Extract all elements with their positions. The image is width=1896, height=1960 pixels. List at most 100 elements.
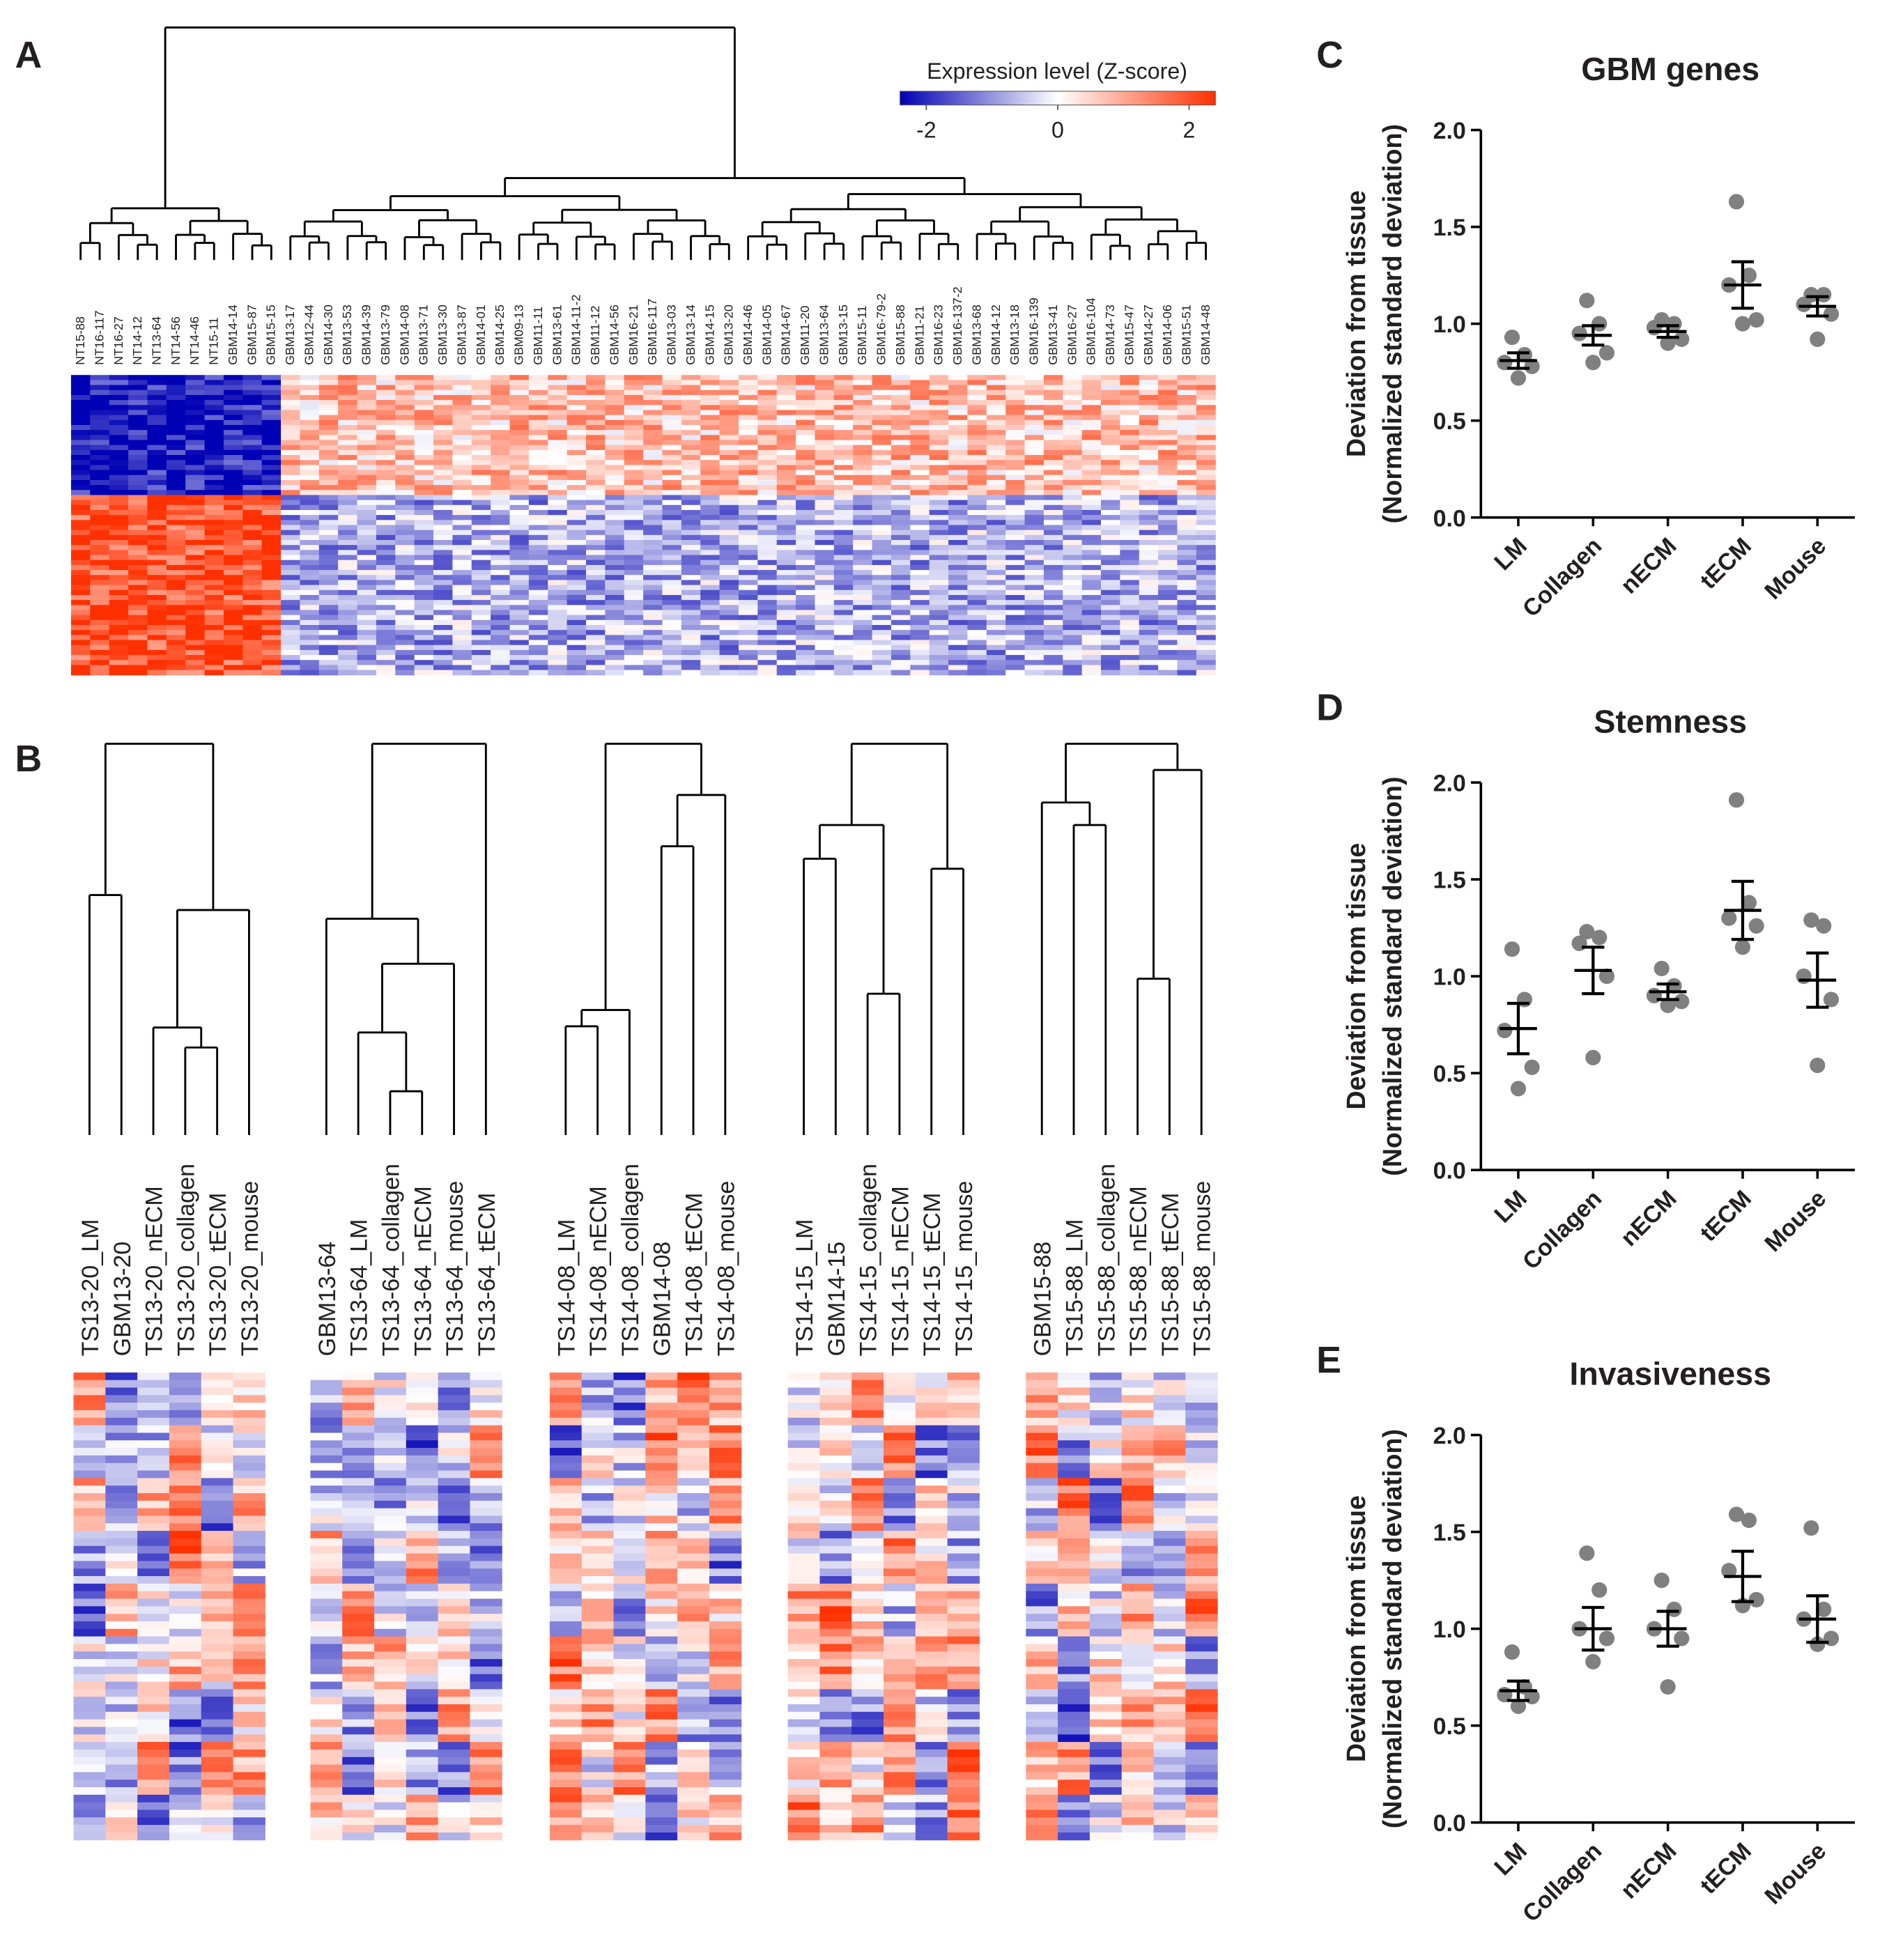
- heatmap-texture: [1177, 545, 1197, 550]
- heatmap-texture: [357, 665, 377, 671]
- heatmap-texture: [128, 575, 148, 580]
- heatmap-texture: [528, 410, 548, 416]
- heatmap-texture: [169, 1628, 202, 1637]
- heatmap-texture: [169, 1606, 202, 1614]
- heatmap-texture: [90, 605, 110, 611]
- heatmap-texture: [471, 460, 491, 465]
- heatmap-texture: [374, 1764, 407, 1773]
- heatmap-texture: [1139, 495, 1159, 501]
- heatmap-texture: [137, 1576, 170, 1584]
- heatmap-texture: [204, 460, 224, 465]
- heatmap-texture: [376, 645, 396, 651]
- heatmap-texture: [169, 1787, 202, 1796]
- heatmap-texture: [948, 495, 968, 501]
- heatmap-texture: [491, 655, 511, 661]
- heatmap-texture: [70, 594, 91, 601]
- heatmap-texture: [929, 465, 949, 471]
- heatmap-texture: [910, 435, 930, 441]
- heatmap-texture: [374, 1553, 407, 1561]
- heatmap-texture: [310, 1817, 343, 1826]
- heatmap-texture: [1024, 570, 1045, 576]
- heatmap-texture: [376, 665, 396, 671]
- heatmap-texture: [853, 545, 873, 550]
- heatmap-texture: [643, 550, 663, 556]
- heatmap-texture: [310, 1561, 343, 1569]
- heatmap-texture: [1139, 520, 1159, 526]
- heatmap-texture: [414, 405, 434, 410]
- heatmap-texture: [986, 635, 1006, 641]
- heatmap-texture: [90, 649, 110, 656]
- heatmap-texture: [986, 500, 1006, 506]
- heatmap-texture: [677, 1478, 710, 1486]
- heatmap-texture: [549, 1515, 583, 1524]
- heatmap-texture: [719, 665, 739, 671]
- column-label: GBM09-13: [512, 304, 526, 365]
- heatmap-texture: [137, 1425, 170, 1433]
- heatmap-texture: [929, 560, 949, 566]
- heatmap-texture: [681, 419, 701, 426]
- heatmap-texture: [376, 509, 396, 516]
- heatmap-texture: [357, 615, 377, 621]
- heatmap-texture: [509, 649, 530, 656]
- heatmap-texture: [1043, 509, 1063, 516]
- heatmap-texture: [605, 400, 625, 406]
- heatmap-texture: [374, 1538, 407, 1547]
- heatmap-texture: [395, 585, 415, 591]
- heatmap-texture: [438, 1561, 470, 1569]
- heatmap-texture: [452, 525, 472, 531]
- heatmap-texture: [433, 645, 453, 651]
- heatmap-texture: [1005, 575, 1026, 580]
- heatmap-texture: [585, 485, 606, 491]
- heatmap-texture: [357, 474, 377, 481]
- heatmap-texture: [605, 394, 625, 401]
- heatmap-texture: [185, 649, 206, 656]
- heatmap-texture: [90, 455, 110, 461]
- heatmap-texture: [109, 555, 129, 561]
- heatmap-texture: [406, 1817, 439, 1826]
- heatmap-texture: [872, 419, 892, 426]
- heatmap-texture: [567, 589, 587, 596]
- heatmap-texture: [109, 610, 129, 616]
- heatmap-texture: [374, 1689, 407, 1697]
- heatmap-texture: [645, 1719, 678, 1727]
- heatmap-texture: [452, 615, 472, 621]
- heatmap-texture: [815, 594, 835, 601]
- heatmap-texture: [1043, 485, 1063, 491]
- heatmap-texture: [1024, 619, 1045, 626]
- heatmap-texture: [1005, 530, 1026, 536]
- heatmap-texture: [549, 1591, 583, 1600]
- heatmap-texture: [662, 394, 682, 401]
- heatmap-texture: [700, 615, 720, 621]
- heatmap-texture: [567, 585, 587, 591]
- heatmap-texture: [242, 495, 263, 501]
- heatmap-texture: [509, 660, 530, 665]
- heatmap-texture: [509, 625, 530, 631]
- heatmap-texture: [1177, 575, 1197, 580]
- heatmap-texture: [528, 635, 548, 641]
- heatmap-texture: [105, 1832, 138, 1841]
- heatmap-texture: [201, 1500, 234, 1509]
- heatmap-texture: [677, 1515, 710, 1524]
- heatmap-texture: [414, 419, 434, 426]
- heatmap-texture: [891, 500, 911, 506]
- heatmap-texture: [1063, 474, 1083, 481]
- heatmap-texture: [567, 465, 587, 471]
- heatmap-texture: [300, 540, 320, 546]
- heatmap-texture: [891, 550, 911, 556]
- heatmap-texture: [605, 465, 625, 471]
- heatmap-texture: [929, 660, 949, 665]
- heatmap-texture: [242, 435, 263, 441]
- heatmap-texture: [757, 380, 778, 386]
- heatmap-texture: [986, 490, 1006, 495]
- heatmap-texture: [613, 1463, 646, 1472]
- heatmap-texture: [509, 479, 530, 486]
- heatmap-texture: [509, 419, 530, 426]
- heatmap-texture: [1081, 394, 1102, 401]
- heatmap-texture: [948, 504, 968, 511]
- heatmap-texture: [105, 1802, 138, 1811]
- heatmap-texture: [281, 655, 300, 661]
- heatmap-texture: [757, 645, 778, 651]
- heatmap-texture: [338, 540, 358, 546]
- heatmap-texture: [1024, 460, 1045, 465]
- heatmap-texture: [1024, 445, 1045, 451]
